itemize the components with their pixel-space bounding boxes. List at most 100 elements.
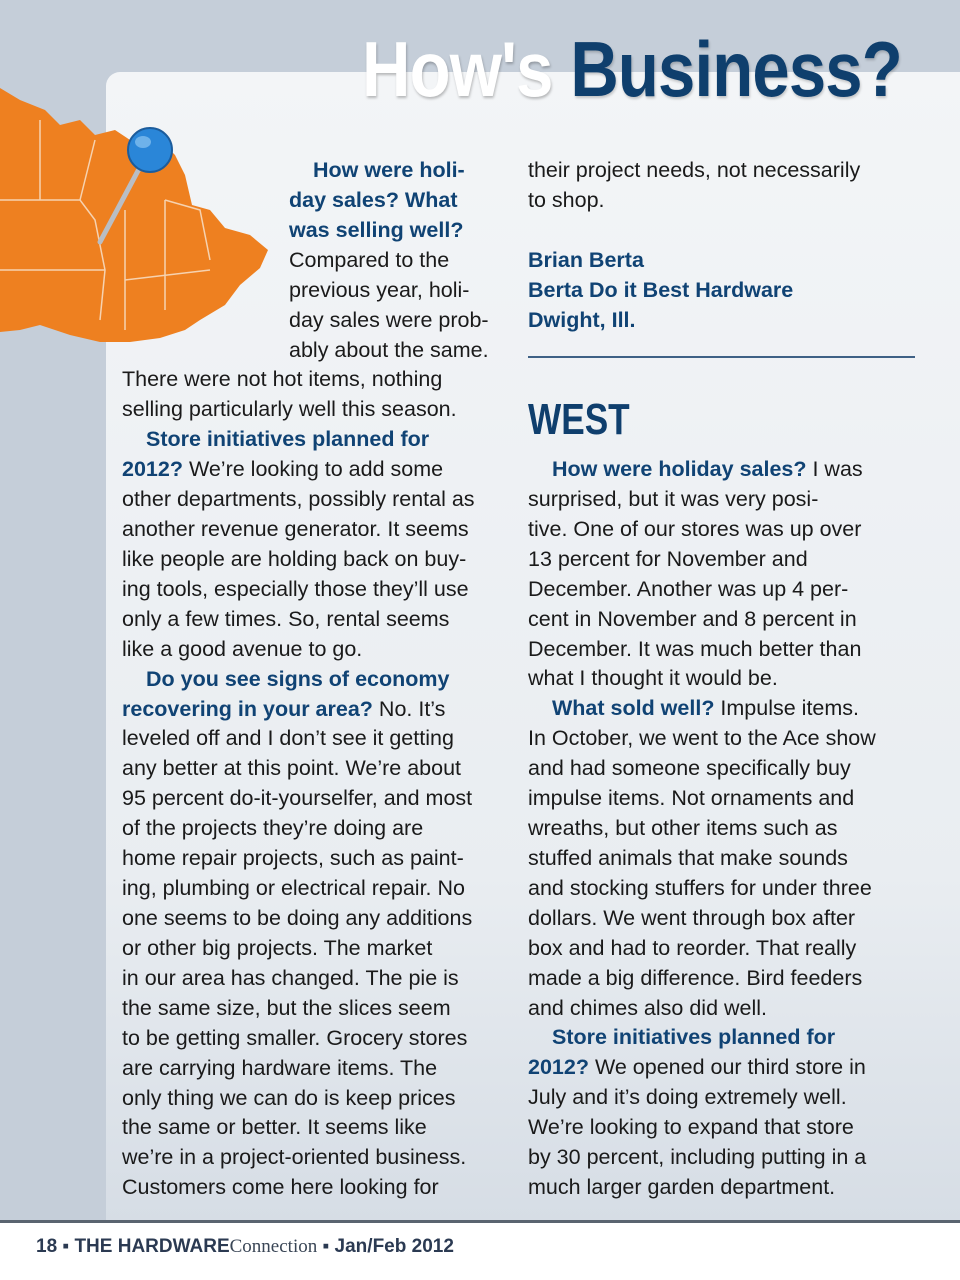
body-text: we’re in a project-oriented business. [122, 1145, 467, 1170]
text-line: ing tools, especially those they’ll use [122, 574, 469, 604]
divider [528, 356, 915, 358]
text-line: In October, we went to the Ace show [528, 723, 876, 753]
text-line: wreaths, but other items such as [528, 813, 838, 843]
text-line: Store initiatives planned for [552, 1022, 835, 1052]
separator: ▪ [62, 1236, 70, 1257]
issue-date: Jan/Feb 2012 [334, 1236, 454, 1257]
body-text: previous year, holi- [289, 277, 470, 302]
footer-divider [0, 1220, 960, 1223]
body-text: Compared to the [289, 247, 450, 272]
body-text: stuffed animals that make sounds [528, 845, 848, 870]
body-text: We opened our third store in [588, 1055, 866, 1080]
text-line: December. It was much better than [528, 634, 861, 664]
text-line: the same or better. It seems like [122, 1112, 427, 1142]
text-line: to be getting smaller. Grocery stores [122, 1023, 467, 1053]
body-text: one seems to be doing any additions [122, 906, 473, 930]
body-text: impulse items. Not ornaments and [528, 786, 855, 811]
text-line: December. Another was up 4 per- [528, 574, 848, 604]
body-text: and stocking stuffers for under three [528, 875, 872, 900]
text-line: How were holi- [313, 155, 465, 185]
text-line: There were not hot items, nothing [122, 364, 442, 394]
text-line: and stocking stuffers for under three [528, 873, 872, 903]
text-line: leveled off and I don’t see it getting [122, 723, 454, 753]
body-text: the same size, but the slices seem [122, 995, 451, 1020]
body-text: another revenue generator. It seems [122, 517, 469, 542]
text-line: in our area has changed. The pie is [122, 963, 459, 993]
title-part1: How's [362, 25, 553, 113]
body-text: There were not hot items, nothing [122, 367, 443, 392]
body-text: ing tools, especially those they’ll use [122, 576, 469, 601]
body-text: by 30 percent, including putting in a [528, 1145, 867, 1170]
body-text: day sales were prob- [289, 307, 489, 332]
text-line: Compared to the [289, 245, 449, 275]
body-text: selling particularly well this season. [122, 397, 457, 422]
body-text: We’re looking to add some [182, 457, 444, 482]
body-text: December. It was much better than [528, 636, 862, 661]
text-line: We’re looking to expand that store [528, 1112, 854, 1142]
body-text: I was [806, 457, 863, 481]
question-text: 2012? [528, 1055, 589, 1080]
body-text: like a good avenue to go. [122, 636, 363, 661]
body-text: only thing we can do is keep prices [122, 1085, 456, 1110]
body-text: Customers come here looking for [122, 1175, 439, 1200]
question-text: How were holi- [313, 158, 465, 182]
page-number: 18 [36, 1236, 58, 1257]
body-text: are carrying hardware items. The [122, 1055, 438, 1080]
question-text: Store initiatives planned for [552, 1025, 836, 1050]
body-text: box and had to reorder. That really [528, 935, 857, 960]
text-line: one seems to be doing any additions [122, 903, 472, 933]
question-text: How were holiday sales? [552, 457, 807, 481]
text-line: 2012? We opened our third store in [528, 1052, 866, 1082]
body-text: leveled off and I don’t see it getting [122, 726, 454, 751]
text-line: their project needs, not necessarily [528, 155, 860, 185]
page-footer: 18 ▪ THE HARDWAREConnection ▪ Jan/Feb 20… [36, 1236, 454, 1258]
question-text: recovering in your area? [122, 696, 373, 721]
text-line: ing, plumbing or electrical repair. No [122, 873, 465, 903]
text-line: are carrying hardware items. The [122, 1053, 437, 1083]
body-text: 13 percent for November and [528, 546, 808, 571]
body-text: We’re looking to expand that store [528, 1115, 854, 1140]
body-text: No. It’s [372, 696, 446, 721]
text-line: selling particularly well this season. [122, 394, 457, 424]
text-line: 13 percent for November and [528, 544, 808, 574]
body-text: only a few times. So, rental seems [122, 606, 450, 631]
text-line: recovering in your area? No. It’s [122, 694, 445, 724]
text-line: box and had to reorder. That really [528, 933, 856, 963]
text-line: Berta Do it Best Hardware [528, 275, 793, 305]
body-text: to be getting smaller. Grocery stores [122, 1025, 468, 1050]
text-line: surprised, but it was very posi- [528, 484, 818, 514]
text-line: ably about the same. [289, 335, 489, 365]
text-line: like a good avenue to go. [122, 634, 362, 664]
body-text: In October, we went to the Ace show [528, 726, 876, 751]
publication-name: THE HARDWARE [74, 1236, 230, 1257]
body-text: and had someone specifically buy [528, 756, 851, 781]
title-part2: Business? [570, 25, 902, 113]
question-text: Berta Do it Best Hardware [528, 277, 794, 302]
text-line: like people are holding back on buy- [122, 544, 466, 574]
body-text: made a big difference. Bird feeders [528, 965, 863, 990]
body-text: cent in November and 8 percent in [528, 606, 857, 631]
publication-name-light: Connection [229, 1236, 318, 1257]
text-line: and chimes also did well. [528, 993, 767, 1023]
text-line: Customers come here looking for [122, 1172, 439, 1202]
body-text: any better at this point. We’re about [122, 756, 462, 781]
body-text: other departments, possibly rental as [122, 487, 475, 512]
text-line: Do you see signs of economy [146, 664, 449, 694]
separator: ▪ [322, 1236, 330, 1257]
text-line: much larger garden department. [528, 1172, 835, 1202]
question-text: Store initiatives planned for [146, 427, 430, 452]
question-text: Do you see signs of economy [146, 666, 450, 691]
body-text: to shop. [528, 187, 605, 212]
question-text: was selling well? [289, 217, 464, 242]
body-text: like people are holding back on buy- [122, 546, 467, 571]
body-text: Impulse items. [714, 696, 860, 721]
text-line: How were holiday sales? I was [552, 454, 863, 484]
body-text: 95 percent do-it-yourselfer, and most [122, 786, 473, 811]
body-text: in our area has changed. The pie is [122, 965, 459, 990]
text-line: 2012? We’re looking to add some [122, 454, 443, 484]
text-line: home repair projects, such as paint- [122, 843, 464, 873]
body-text: ably about the same. [289, 337, 489, 362]
text-line: tive. One of our stores was up over [528, 514, 861, 544]
question-text: day sales? What [289, 187, 458, 212]
text-line: other departments, possibly rental as [122, 484, 475, 514]
